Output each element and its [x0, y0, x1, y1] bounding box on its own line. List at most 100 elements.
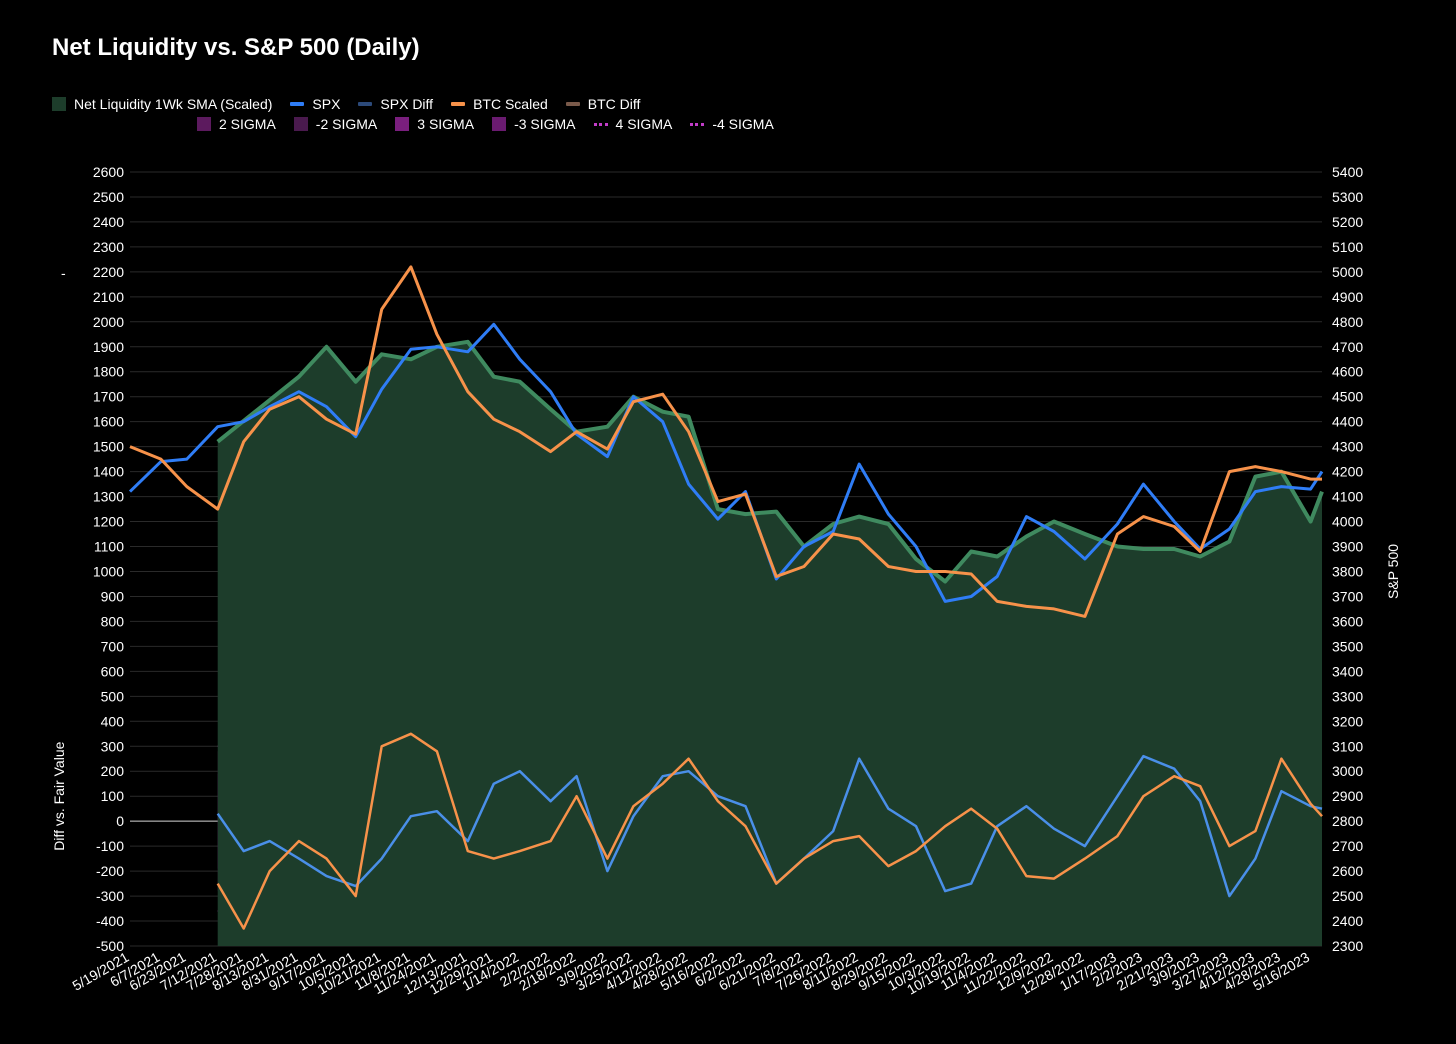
legend-label: 3 SIGMA	[417, 116, 475, 132]
y-left-tick-label: 500	[101, 688, 125, 704]
y-left-tick-label: 1000	[93, 563, 124, 579]
legend-label: -4 SIGMA	[712, 116, 774, 132]
legend-item-btc-diff[interactable]: BTC Diff	[565, 96, 641, 112]
legend-item-4-sigma[interactable]: 4 SIGMA	[593, 116, 673, 132]
y-left-tick-label: 2200	[93, 264, 124, 280]
series-btc-scaled	[129, 265, 1322, 618]
legend-row-1: Net Liquidity 1Wk SMA (Scaled) SPX SPX Dif…	[52, 96, 658, 112]
y-right-tick-label: 3900	[1332, 539, 1363, 555]
legend-label: 2 SIGMA	[219, 116, 276, 132]
y-left-tick-label: 300	[101, 738, 125, 754]
y-left-tick-label: 2100	[93, 289, 124, 305]
legend-item-2-sigma[interactable]: -2 SIGMA	[293, 116, 378, 132]
legend-swatch	[197, 117, 211, 131]
series-btc-diff	[216, 732, 1323, 930]
legend-item-spx[interactable]: SPX	[290, 96, 340, 112]
y-right-tick-label: 4700	[1332, 339, 1363, 355]
legend-row-2: 2 SIGMA -2 SIGMA 3 SIGMA -3 SIGMA 4 SIGMA -4 …	[197, 116, 792, 132]
y-left-tick-label: 800	[101, 613, 125, 629]
legend-label: -3 SIGMA	[514, 116, 576, 132]
legend-item-btc-scaled[interactable]: BTC Scaled	[451, 96, 548, 112]
y-left-tick-label: -200	[96, 863, 124, 879]
y-right-tick-label: 3100	[1332, 738, 1363, 754]
y-left-tick-label: 1700	[93, 389, 124, 405]
y-right-tick-label: 2300	[1332, 938, 1363, 954]
legend-swatch	[451, 102, 466, 106]
y-right-tick-label: 3000	[1332, 763, 1363, 779]
y-right-tick-label: 4400	[1332, 414, 1363, 430]
y-left-tick-label: -500	[96, 938, 124, 954]
y-left-tick-label: 700	[101, 638, 125, 654]
legend-swatch	[690, 122, 705, 126]
legend-label: -2 SIGMA	[315, 116, 378, 132]
y-right-tick-label: 3700	[1332, 588, 1363, 604]
y-right-tick-label: 5300	[1332, 189, 1363, 205]
legend-label: BTC Scaled	[473, 96, 548, 112]
y-left-tick-label: 100	[101, 788, 125, 804]
y-right-tick-label: 5400	[1332, 164, 1363, 180]
legend-swatch	[565, 102, 580, 106]
y-left-tick-label: -400	[96, 913, 124, 929]
y-left-tick-label: 1300	[93, 489, 124, 505]
legend-swatch	[293, 117, 308, 131]
y-left-tick-label: -300	[96, 888, 124, 904]
legend-swatch	[593, 122, 608, 126]
net-liquidity-area	[217, 341, 1323, 946]
y-left-tick-label: 1800	[93, 364, 124, 380]
legend-label: SPX Diff	[380, 96, 434, 112]
y-right-tick-label: 2600	[1332, 863, 1363, 879]
y-left-tick-label: 2600	[93, 164, 124, 180]
y-right-tick-label: 4500	[1332, 389, 1363, 405]
y-left-tick-label: 600	[101, 663, 125, 679]
y-right-tick-label: 5000	[1332, 264, 1363, 280]
y-right-tick-label: 2700	[1332, 838, 1363, 854]
legend-label: BTC Diff	[587, 96, 641, 112]
y-left-tick-label: 400	[101, 713, 125, 729]
y-left-tick-label: 200	[101, 763, 125, 779]
legend-item-4-sigma[interactable]: -4 SIGMA	[690, 116, 774, 132]
y-left-tick-label: 1600	[93, 414, 124, 430]
legend-label: Net Liquidity 1Wk SMA (Scaled)	[74, 96, 273, 112]
y-right-tick-label: 3400	[1332, 663, 1363, 679]
legend-label: 4 SIGMA	[615, 116, 673, 132]
legend-swatch	[395, 117, 410, 131]
y-left-tick-label: 900	[101, 588, 125, 604]
y-right-tick-label: 2500	[1332, 888, 1363, 904]
y-right-tick-label: 4800	[1332, 314, 1363, 330]
y-right-tick-label: 2800	[1332, 813, 1363, 829]
legend-item-3-sigma[interactable]: 3 SIGMA	[395, 116, 474, 132]
y-right-tick-label: 4200	[1332, 464, 1363, 480]
y-left-tick-label: 1100	[94, 539, 124, 555]
legend-swatch	[290, 102, 305, 106]
y-right-tick-label: 4600	[1332, 364, 1363, 380]
legend-label: SPX	[312, 96, 341, 112]
y-right-tick-label: 4300	[1332, 439, 1363, 455]
series-spx	[128, 322, 1324, 603]
legend-item-3-sigma[interactable]: -3 SIGMA	[492, 116, 576, 132]
y-left-tick-label: 0	[116, 813, 124, 829]
y-right-tick-label: 3300	[1332, 688, 1363, 704]
legend-swatch	[52, 97, 66, 111]
y-right-tick-label: 4000	[1332, 514, 1363, 530]
y-right-axis-title: S&P 500	[1385, 544, 1401, 599]
legend-item-spx-diff[interactable]: SPX Diff	[358, 96, 433, 112]
y-right-tick-label: 3800	[1332, 563, 1363, 579]
y-left-tick-label: 2000	[93, 314, 124, 330]
y-right-tick-label: 5100	[1332, 239, 1363, 255]
y-right-tick-label: 4900	[1332, 289, 1363, 305]
y-left-axis-title: Diff vs. Fair Value	[51, 741, 67, 850]
legend-item-net-liquidity-1wk-sma-scaled[interactable]: Net Liquidity 1Wk SMA (Scaled)	[52, 96, 272, 112]
chart-title: Net Liquidity vs. S&P 500 (Daily)	[52, 34, 420, 61]
y-left-tick-label: 1500	[93, 439, 124, 455]
series-layer	[128, 265, 1324, 946]
y-left-tick-label: -100	[96, 838, 124, 854]
y-left-tick-label: 2500	[93, 189, 124, 205]
y-right-tick-label: 2900	[1332, 788, 1363, 804]
legend-swatch	[358, 102, 373, 106]
y-left-tick-label: 1200	[93, 514, 124, 530]
y-right-tick-label: 3200	[1332, 713, 1363, 729]
y-right-tick-label: 5200	[1332, 214, 1363, 230]
y-right-tick-label: 4100	[1332, 489, 1363, 505]
legend-item-2-sigma[interactable]: 2 SIGMA	[197, 116, 276, 132]
